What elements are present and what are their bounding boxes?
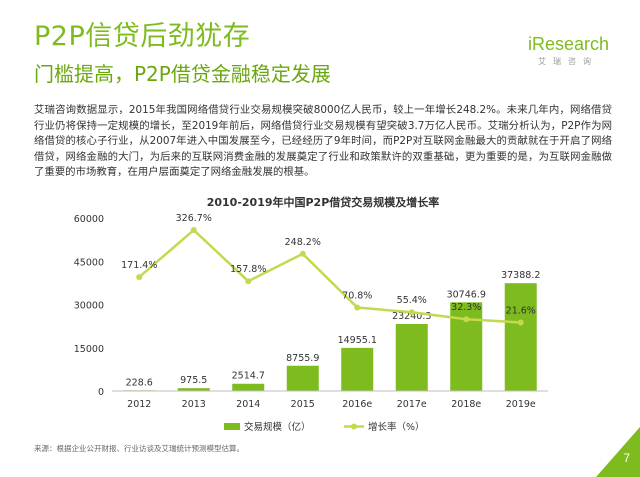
corner-decoration xyxy=(596,427,640,477)
bar-labels: 228.6 975.5 2514.7 8755.9 14955.1 23240.3 3074… xyxy=(126,270,541,388)
y-tick-label: 0 xyxy=(98,387,104,398)
legend-bar-swatch xyxy=(224,423,240,430)
growth-value-label: 171.4% xyxy=(121,260,157,271)
legend-line-label: 增长率（%） xyxy=(368,421,425,433)
growth-value-label: 32.3% xyxy=(451,302,481,313)
bar-value-label: 2514.7 xyxy=(232,371,265,382)
source-note: 来源：根据企业公开财报、行业访谈及艾瑞统计预测模型估算。 xyxy=(34,444,244,453)
x-tick-label: 2019e xyxy=(506,399,536,410)
growth-value-label: 21.6% xyxy=(506,305,536,316)
growth-point-2013 xyxy=(190,227,197,234)
growth-point-2012 xyxy=(136,274,143,281)
x-tick-label: 2016e xyxy=(342,399,372,410)
x-tick-label: 2013 xyxy=(182,399,206,410)
y-axis: 0 15000 30000 45000 60000 xyxy=(74,214,104,398)
growth-value-label: 248.2% xyxy=(285,237,321,248)
y-tick-label: 15000 xyxy=(74,344,104,355)
x-tick-label: 2015 xyxy=(291,399,315,410)
growth-point-2018e xyxy=(463,316,470,323)
page-number: 7 xyxy=(623,451,630,465)
bar-value-label: 37388.2 xyxy=(501,270,540,281)
bar-2016e xyxy=(341,347,374,391)
bar-value-label: 14955.1 xyxy=(338,335,377,346)
iresearch-logo: iResearch 艾瑞咨询 xyxy=(528,34,636,80)
growth-value-label: 70.8% xyxy=(342,291,372,302)
y-tick-label: 60000 xyxy=(74,214,104,225)
bar-2018e xyxy=(450,302,483,391)
growth-line-path xyxy=(138,228,521,324)
legend: 交易规模（亿） 增长率（%） xyxy=(224,421,425,433)
x-tick-label: 2017e xyxy=(397,399,427,410)
bar-2017e xyxy=(395,323,428,391)
body-paragraph: 艾瑞咨询数据显示，2015年我国网络借贷行业交易规模突破8000亿人民币，较上一… xyxy=(34,104,612,179)
growth-point-2015 xyxy=(299,250,306,257)
y-tick-label: 30000 xyxy=(74,301,104,312)
growth-value-label: 157.8% xyxy=(230,264,266,275)
x-tick-label: 2014 xyxy=(236,399,260,410)
growth-point-2016e xyxy=(354,304,361,311)
legend-line-marker xyxy=(351,423,357,430)
y-tick-label: 45000 xyxy=(74,257,104,268)
bar-2013 xyxy=(177,388,210,391)
bar-value-label: 228.6 xyxy=(126,377,153,388)
x-tick-label: 2012 xyxy=(127,399,151,410)
legend-bar-label: 交易规模（亿） xyxy=(244,421,311,433)
chart-title: 2010-2019年中国P2P借贷交易规模及增长率 xyxy=(207,195,440,209)
x-axis: 2012 2013 2014 2015 2016e 2017e 2018e 2019e xyxy=(112,390,548,410)
x-tick-label: 2018e xyxy=(451,399,481,410)
logo-brand: iResearch xyxy=(528,34,610,54)
bar-value-label: 975.5 xyxy=(180,375,207,386)
bar-value-label: 23240.3 xyxy=(392,311,431,322)
logo-brand-cn: 艾瑞咨询 xyxy=(538,57,598,66)
bar-2014 xyxy=(232,383,265,391)
growth-line: 171.4% 326.7% 157.8% 248.2% 70.8% 55.4% 32.3% 2… xyxy=(121,213,536,326)
bar-value-label: 8755.9 xyxy=(286,353,319,364)
growth-value-label: 55.4% xyxy=(397,295,427,306)
page-subtitle: 门槛提高，P2P借贷金融稳定发展 xyxy=(34,62,331,86)
bars xyxy=(123,283,537,391)
page-title: P2P信贷后劲犹存 xyxy=(34,21,251,52)
bar-2015 xyxy=(286,365,319,391)
growth-point-2019e xyxy=(517,319,524,326)
bar-2019e xyxy=(504,283,537,391)
growth-point-2014 xyxy=(245,278,252,285)
bar-value-label: 30746.9 xyxy=(447,289,486,300)
growth-point-2017e xyxy=(408,309,415,316)
growth-value-label: 326.7% xyxy=(176,213,212,224)
